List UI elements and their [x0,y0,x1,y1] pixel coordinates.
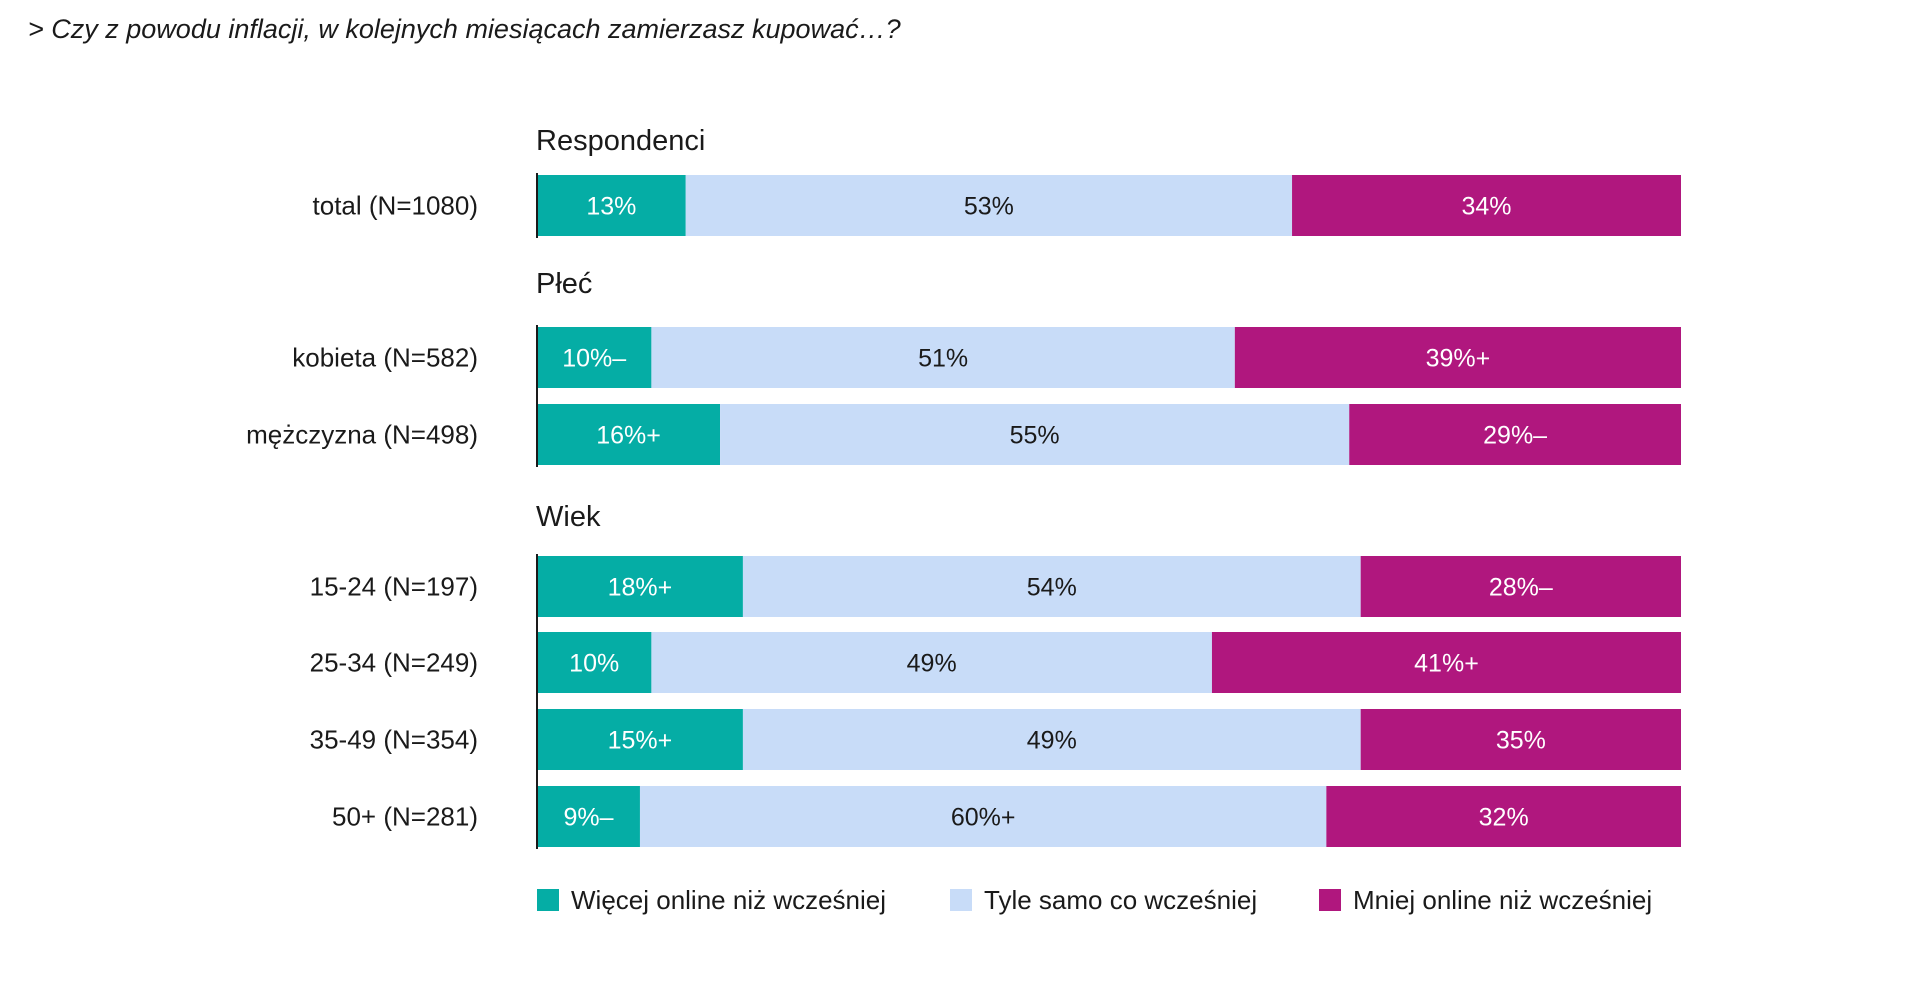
bar-segment-less [1326,786,1681,847]
bar-segment-less [1360,709,1681,770]
data-label-same: 55% [1010,422,1060,450]
bar-segment-more [537,327,652,388]
data-label-more: 9%– [563,804,613,832]
row-label: total (N=1080) [313,191,478,221]
data-label-same: 51% [918,345,968,373]
data-label-less: 41%+ [1414,650,1479,678]
data-label-more: 16%+ [596,422,661,450]
data-label-less: 35% [1496,727,1546,755]
group-title-1: Płeć [536,268,592,300]
bar-row: 15-24 (N=197) 18%+ 54% 28%– [310,556,1681,617]
data-label-same: 49% [907,650,957,678]
data-label-more: 15%+ [608,727,673,755]
bar-row: 25-34 (N=249) 10% 49% 41%+ [310,632,1681,693]
row-label: 50+ (N=281) [332,802,478,832]
legend-item-less: Mniej online niż wcześniej [1319,885,1652,915]
legend-item-same: Tyle samo co wcześniej [950,885,1257,915]
row-label: 15-24 (N=197) [310,572,478,602]
bar-segment-same [651,632,1212,693]
bar-row: total (N=1080) 13% 53% 34% [313,175,1681,236]
bar-segment-same [742,556,1361,617]
bar-segment-same [639,786,1327,847]
group-title-0: Respondenci [536,125,705,157]
row-label: kobieta (N=582) [292,343,478,373]
legend-swatch [950,889,972,911]
bar-row: kobieta (N=582) 10%– 51% 39%+ [292,327,1681,388]
legend-swatch [537,889,559,911]
data-label-same: 60%+ [951,804,1016,832]
bar-segment-less [1234,327,1681,388]
bar-segment-less [1211,632,1681,693]
bar-segment-same [720,404,1350,465]
data-label-more: 13% [586,193,636,221]
data-label-more: 10%– [562,345,626,373]
data-label-more: 18%+ [608,574,673,602]
data-label-less: 32% [1479,804,1529,832]
bar-segment-less [1292,175,1681,236]
bar-segment-same [685,175,1293,236]
bar-segment-same [742,709,1361,770]
bar-segment-more [537,709,743,770]
bar-segment-more [537,632,652,693]
data-label-same: 54% [1027,574,1077,602]
data-label-more: 10% [569,650,619,678]
group-title-2: Wiek [536,501,601,533]
bar-segment-less [1349,404,1681,465]
bar-segment-more [537,556,743,617]
bar-segment-more [537,175,686,236]
bar-segment-more [537,786,640,847]
bar-row: mężczyzna (N=498) 16%+ 55% 29%– [246,404,1681,465]
bar-segment-more [537,404,721,465]
bar-row: 50+ (N=281) 9%– 60%+ 32% [332,786,1681,847]
bar-segment-less [1360,556,1681,617]
question-title: > Czy z powodu inflacji, w kolejnych mie… [28,14,901,44]
row-label: 25-34 (N=249) [310,648,478,678]
data-label-less: 28%– [1489,574,1553,602]
legend-swatch [1319,889,1341,911]
data-label-same: 53% [964,193,1014,221]
bar-segment-same [651,327,1235,388]
row-label: 35-49 (N=354) [310,725,478,755]
legend-label: Mniej online niż wcześniej [1353,885,1652,915]
legend-item-more: Więcej online niż wcześniej [537,885,886,915]
row-label: mężczyzna (N=498) [246,420,478,450]
data-label-less: 34% [1461,193,1511,221]
data-label-same: 49% [1027,727,1077,755]
data-label-less: 39%+ [1426,345,1491,373]
legend-label: Więcej online niż wcześniej [571,885,886,915]
bar-row: 35-49 (N=354) 15%+ 49% 35% [310,709,1681,770]
legend-label: Tyle samo co wcześniej [984,885,1257,915]
data-label-less: 29%– [1483,422,1547,450]
